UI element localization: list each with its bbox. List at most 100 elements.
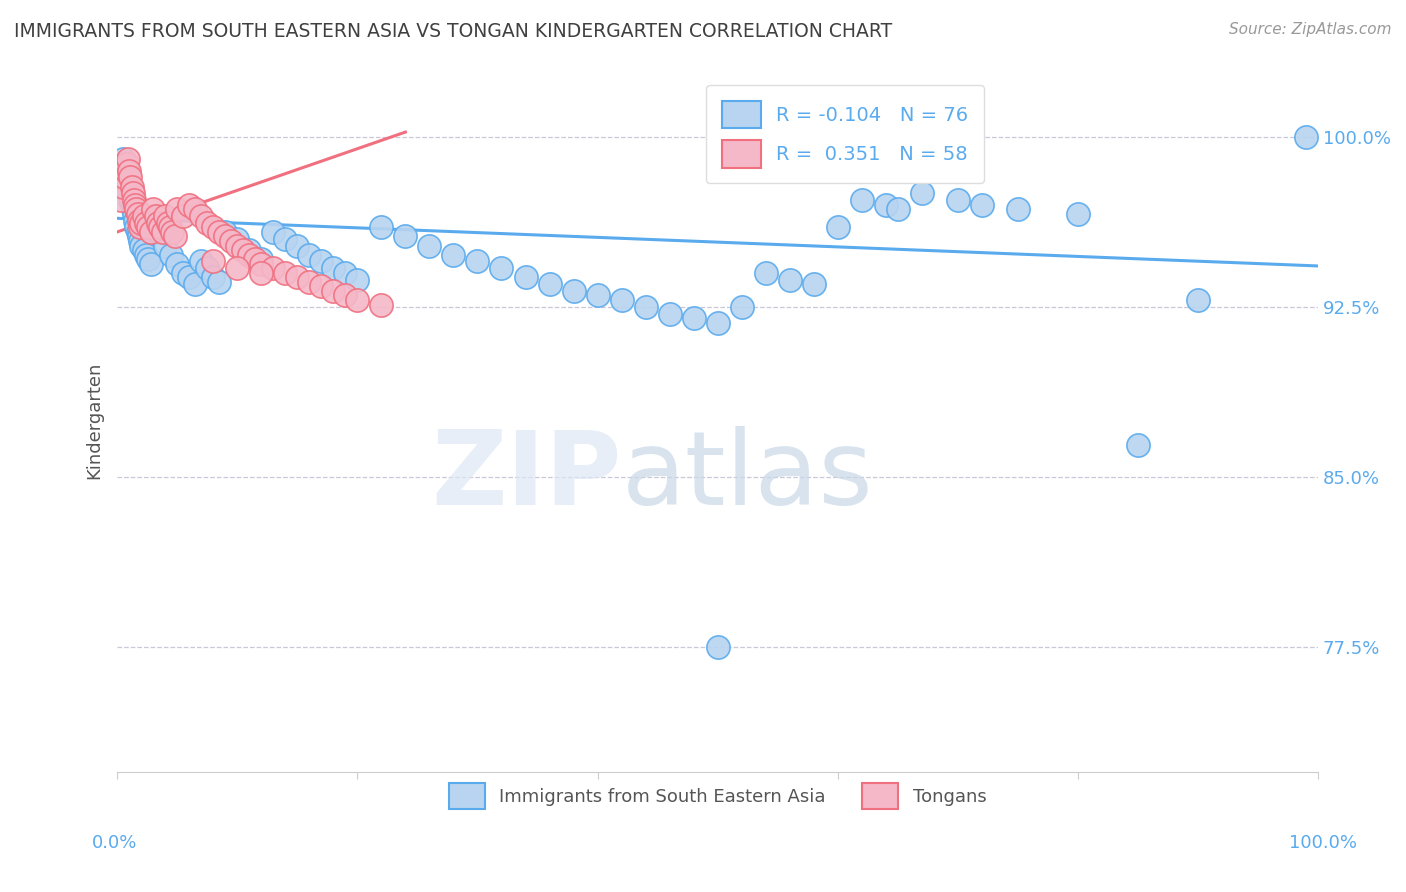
Point [121,197,143,211]
Point [214,229,236,244]
Point [346,293,368,307]
Point [125,220,148,235]
Point [202,270,225,285]
Point [155,238,177,252]
Point [117,153,139,167]
Point [1067,207,1090,221]
Point [658,307,681,321]
Point [706,316,728,330]
Point [226,238,249,252]
Point [232,243,254,257]
Point [129,220,152,235]
Point [166,257,188,271]
Point [179,270,201,285]
Point [370,220,392,235]
Point [122,193,145,207]
Point [152,225,174,239]
Point [184,202,207,217]
Point [538,277,561,292]
Point [1295,129,1317,144]
Point [515,270,537,285]
Point [285,270,308,285]
Point [118,163,141,178]
Point [190,254,212,268]
Point [163,229,186,244]
Y-axis label: Kindergarten: Kindergarten [86,361,103,479]
Point [121,186,143,201]
Point [132,243,155,257]
Point [135,216,157,230]
Point [887,202,910,217]
Point [875,197,897,211]
Point [731,300,754,314]
Point [226,232,249,246]
Point [803,277,825,292]
Point [148,225,170,239]
Point [562,284,585,298]
Point [138,252,160,267]
Point [124,213,146,227]
Point [219,234,242,248]
Point [155,209,177,223]
Point [121,179,143,194]
Point [311,254,333,268]
Text: atlas: atlas [621,426,873,527]
Point [238,247,260,261]
Point [114,163,136,178]
Point [1126,438,1149,452]
Point [335,288,357,302]
Point [245,252,267,267]
Point [132,209,155,223]
Point [125,202,148,217]
Point [156,216,179,230]
Point [346,272,368,286]
Point [262,261,284,276]
Point [172,209,194,223]
Point [274,232,297,246]
Point [418,238,440,252]
Point [115,157,138,171]
Point [118,186,141,201]
Point [443,247,465,261]
Point [195,261,218,276]
Point [322,284,344,298]
Point [779,272,801,286]
Point [127,225,149,239]
Point [250,257,273,271]
Point [335,266,357,280]
Text: IMMIGRANTS FROM SOUTH EASTERN ASIA VS TONGAN KINDERGARTEN CORRELATION CHART: IMMIGRANTS FROM SOUTH EASTERN ASIA VS TO… [14,22,893,41]
Point [190,209,212,223]
Point [135,247,157,261]
Point [128,213,150,227]
Point [970,197,993,211]
Point [138,220,160,235]
Legend: Immigrants from South Eastern Asia, Tongans: Immigrants from South Eastern Asia, Tong… [441,776,994,816]
Point [121,202,143,217]
Point [250,252,273,267]
Point [120,170,142,185]
Point [139,225,162,239]
Text: 0.0%: 0.0% [91,834,136,852]
Point [162,225,184,239]
Point [179,197,201,211]
Point [110,163,132,178]
Point [112,157,135,171]
Point [238,243,260,257]
Point [394,229,416,244]
Point [467,254,489,268]
Point [827,220,849,235]
Point [226,261,249,276]
Point [208,225,231,239]
Point [298,247,321,261]
Point [755,266,778,280]
Point [491,261,513,276]
Point [274,266,297,280]
Point [128,229,150,244]
Point [262,225,284,239]
Point [1187,293,1209,307]
Point [142,209,165,223]
Point [139,257,162,271]
Point [145,209,167,223]
Point [610,293,633,307]
Point [112,170,135,185]
